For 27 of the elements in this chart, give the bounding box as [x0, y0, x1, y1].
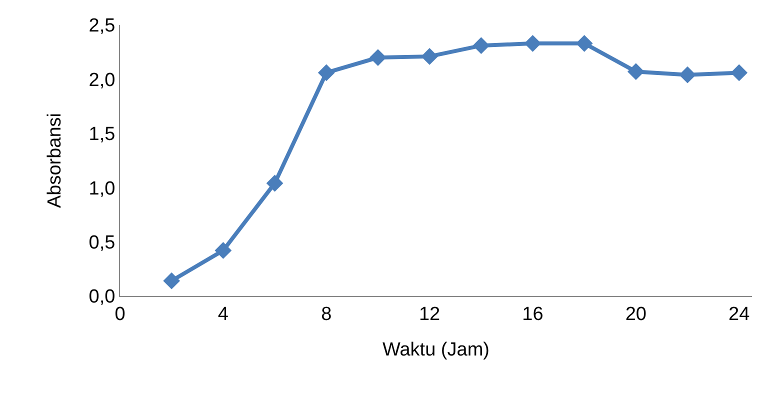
point — [679, 66, 696, 84]
point — [318, 64, 335, 82]
x-tick-label: 12 — [418, 304, 440, 325]
point — [576, 34, 593, 52]
point — [730, 64, 748, 82]
point — [163, 272, 180, 290]
x-tick-label: 8 — [321, 304, 332, 325]
point — [472, 37, 490, 54]
y-tick-label: 2,5 — [88, 16, 116, 37]
y-tick-label: 1,5 — [88, 124, 116, 146]
y-tick-label: 0,0 — [88, 286, 116, 308]
y-axis-title: Absorbansi — [44, 112, 66, 208]
point — [370, 49, 386, 66]
x-tick-label: 0 — [114, 304, 126, 325]
y-tick-label: 2,0 — [88, 70, 116, 91]
point — [627, 63, 644, 80]
point — [214, 242, 232, 259]
x-tick-label: 20 — [625, 304, 646, 325]
x-tick-label: 4 — [218, 304, 229, 325]
point — [421, 48, 438, 65]
x-tick-label: 16 — [522, 304, 544, 325]
y-tick-label: 0,5 — [88, 232, 116, 254]
x-axis-title: Waktu (Jam) — [382, 340, 490, 361]
x-tick-label: 24 — [728, 304, 750, 325]
y-tick-label: 1,0 — [88, 178, 116, 200]
point — [524, 34, 542, 52]
point — [266, 174, 284, 192]
